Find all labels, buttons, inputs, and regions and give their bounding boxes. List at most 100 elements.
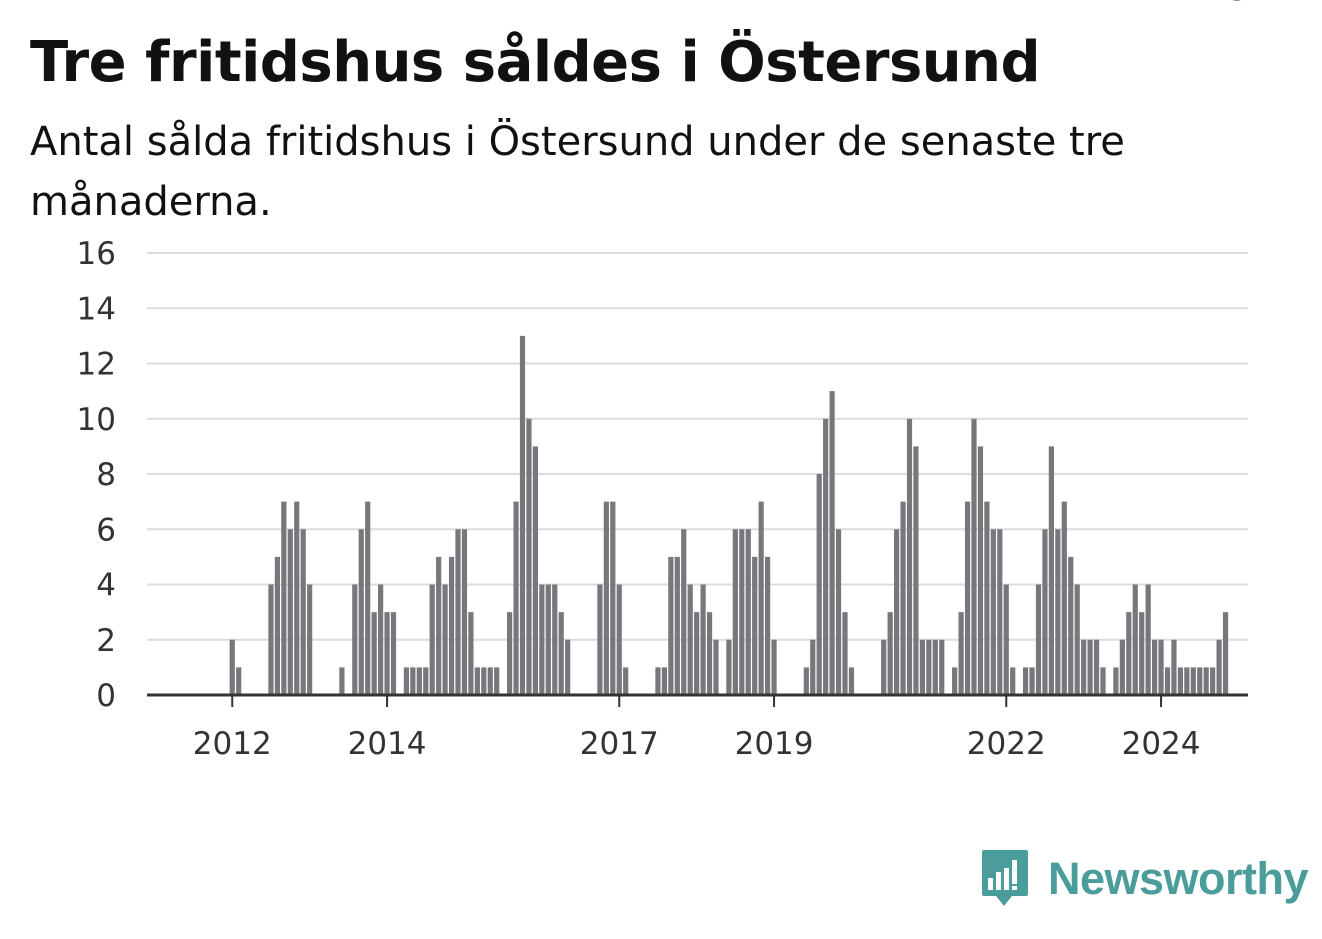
bar (565, 639, 571, 695)
y-tick-label: 8 (96, 457, 116, 493)
bar (687, 584, 693, 695)
bar (964, 501, 971, 695)
bar (1132, 584, 1138, 695)
bar (1210, 667, 1216, 695)
bar (906, 418, 913, 695)
bar (939, 639, 945, 695)
highlight-value-label: 3 (1228, 0, 1249, 8)
bar (758, 501, 764, 695)
bar (668, 556, 674, 695)
bar-chart-speech-bubble-icon (982, 850, 1028, 906)
bar (661, 667, 667, 695)
bar (932, 639, 938, 695)
bar (919, 639, 925, 695)
bar (1197, 667, 1203, 695)
bar (655, 667, 661, 695)
bar (623, 667, 629, 695)
bar (1100, 667, 1106, 695)
bar (1010, 667, 1016, 695)
bar (674, 556, 680, 695)
x-axis: 2012 2014 2017 2019 2022 2024 (193, 695, 1201, 762)
bar (1113, 667, 1119, 695)
bar (468, 612, 474, 695)
bar (823, 418, 829, 695)
y-tick-label: 16 (77, 236, 116, 272)
bar (294, 501, 300, 695)
bar (545, 584, 551, 695)
bar (403, 667, 409, 695)
bar (752, 556, 758, 695)
bar (803, 667, 809, 695)
x-tick-label: 2014 (348, 726, 427, 762)
bar (616, 584, 622, 695)
bar (1164, 667, 1171, 695)
bar (416, 667, 422, 695)
x-tick-label: 2019 (735, 726, 814, 762)
bar (1158, 639, 1164, 695)
newsworthy-logo: Newsworthy (980, 848, 1309, 910)
bar (410, 667, 416, 695)
bar (1074, 584, 1080, 695)
bar (1087, 639, 1093, 695)
bar (481, 667, 487, 695)
bars (229, 335, 1229, 695)
bar (1177, 667, 1183, 695)
bar (494, 667, 500, 695)
bar (887, 612, 893, 695)
bar (926, 639, 932, 695)
bar (442, 584, 448, 695)
bar (848, 667, 855, 695)
y-tick-label: 14 (77, 291, 116, 327)
bar (300, 529, 306, 695)
x-tick-label: 2022 (967, 726, 1046, 762)
bar (745, 529, 751, 695)
bar (1055, 529, 1061, 695)
bar (384, 612, 390, 695)
bar (1093, 639, 1100, 695)
bar (1145, 584, 1151, 695)
bar (881, 639, 887, 695)
bar (984, 501, 990, 695)
bar (1222, 612, 1229, 695)
bar (1035, 584, 1042, 695)
bar (281, 501, 287, 695)
bar (835, 529, 842, 695)
bar (365, 501, 371, 695)
y-tick-label: 0 (96, 678, 116, 714)
bar (681, 529, 687, 695)
bar (1119, 639, 1125, 695)
bar (513, 501, 519, 695)
bar (507, 612, 513, 695)
x-tick-label: 2024 (1122, 726, 1201, 762)
bar (971, 418, 977, 695)
bar (236, 667, 242, 695)
bar (829, 391, 835, 695)
bar (429, 584, 435, 695)
bar (1190, 667, 1196, 695)
bar (436, 556, 442, 695)
bar (487, 667, 493, 695)
bar (423, 667, 429, 695)
gridlines (147, 252, 1248, 641)
bar (739, 529, 745, 695)
bar (307, 584, 313, 695)
bar (1203, 667, 1209, 695)
bar (603, 501, 609, 695)
bar (1184, 667, 1190, 695)
bar (732, 529, 738, 695)
bar (1139, 612, 1145, 695)
bar (952, 667, 958, 695)
bar (1048, 446, 1054, 695)
bar (765, 556, 771, 695)
bar (997, 529, 1003, 695)
y-tick-label: 4 (96, 568, 116, 604)
bar (1152, 639, 1158, 695)
bar (274, 556, 280, 695)
bar (842, 612, 848, 695)
bar (694, 612, 700, 695)
bar (455, 529, 461, 695)
bar (597, 584, 603, 695)
bar (287, 529, 293, 695)
bar (558, 612, 564, 695)
